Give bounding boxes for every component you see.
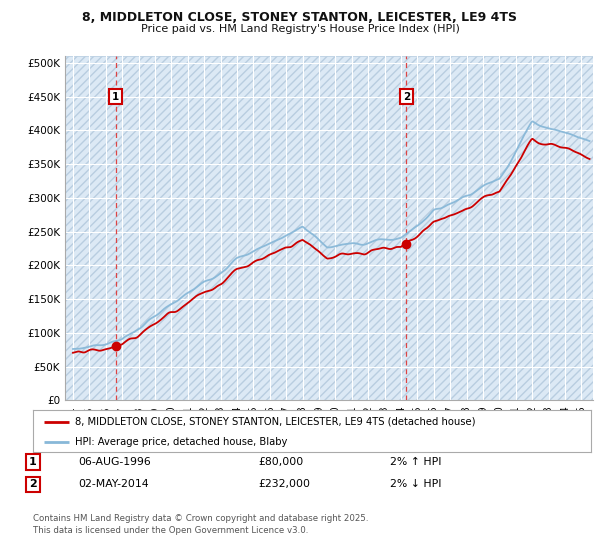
Text: 02-MAY-2014: 02-MAY-2014 — [78, 479, 149, 489]
Text: £80,000: £80,000 — [258, 457, 303, 467]
Text: 2: 2 — [29, 479, 37, 489]
Text: 2% ↓ HPI: 2% ↓ HPI — [390, 479, 442, 489]
Text: 1: 1 — [29, 457, 37, 467]
Text: 2% ↑ HPI: 2% ↑ HPI — [390, 457, 442, 467]
Text: Contains HM Land Registry data © Crown copyright and database right 2025.
This d: Contains HM Land Registry data © Crown c… — [33, 514, 368, 535]
Text: 06-AUG-1996: 06-AUG-1996 — [78, 457, 151, 467]
Text: £232,000: £232,000 — [258, 479, 310, 489]
Text: 8, MIDDLETON CLOSE, STONEY STANTON, LEICESTER, LE9 4TS (detached house): 8, MIDDLETON CLOSE, STONEY STANTON, LEIC… — [75, 417, 475, 427]
Text: 2: 2 — [403, 91, 410, 101]
Text: 8, MIDDLETON CLOSE, STONEY STANTON, LEICESTER, LE9 4TS: 8, MIDDLETON CLOSE, STONEY STANTON, LEIC… — [83, 11, 517, 24]
Bar — [65, 56, 593, 400]
Text: Price paid vs. HM Land Registry's House Price Index (HPI): Price paid vs. HM Land Registry's House … — [140, 24, 460, 34]
Text: HPI: Average price, detached house, Blaby: HPI: Average price, detached house, Blab… — [75, 437, 287, 447]
Text: 1: 1 — [112, 91, 119, 101]
